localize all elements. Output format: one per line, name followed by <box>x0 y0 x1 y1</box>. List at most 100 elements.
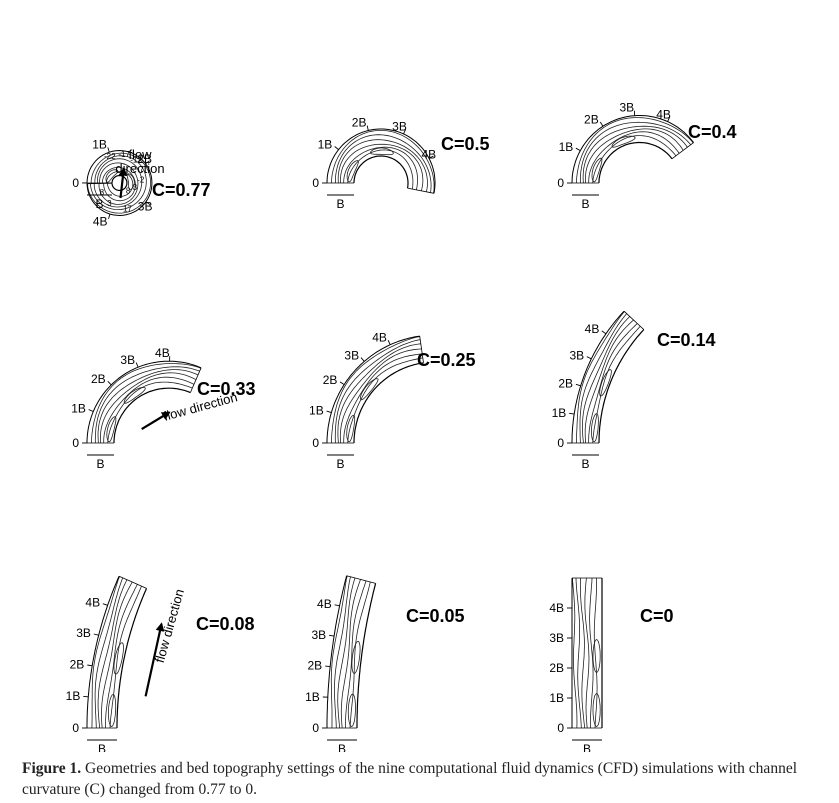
curvature-label: C=0.77 <box>152 180 211 200</box>
bed-contour-line <box>588 131 680 183</box>
bed-contour-line <box>580 121 692 183</box>
inner-bank <box>356 583 377 728</box>
length-tick <box>569 412 575 415</box>
bed-contour-line <box>87 152 152 214</box>
length-tick-label: 2B <box>91 372 106 386</box>
bed-contour-line <box>337 343 421 444</box>
width-scale-label: B <box>336 197 344 211</box>
length-tick <box>329 634 335 637</box>
bed-contour-patch <box>105 169 119 183</box>
length-tick <box>107 380 112 386</box>
width-scale-label: B <box>96 457 104 471</box>
curvature-label: C=0.14 <box>657 330 716 350</box>
bed-contour-line <box>107 381 193 444</box>
bed-contour-line <box>330 575 348 729</box>
width-scale-label: B <box>581 197 589 211</box>
outer-bank <box>326 335 420 443</box>
curvature-panel: 0 1B 2B 3B 4B B C=0.4 <box>557 101 736 211</box>
length-tick <box>102 603 108 606</box>
inner-bank <box>598 141 673 183</box>
bed-contour-line <box>331 336 420 444</box>
length-tick <box>145 160 150 165</box>
width-scale-label: B <box>98 742 106 752</box>
bed-contour-patch <box>591 157 603 183</box>
bed-contour-line <box>579 313 628 444</box>
outer-bank <box>571 310 625 443</box>
bed-contour-line <box>109 585 142 729</box>
length-tick-label: 0 <box>312 721 319 735</box>
bed-contour-line <box>102 167 136 202</box>
bed-contour-line <box>592 135 677 184</box>
length-tick-label: 0 <box>72 176 79 190</box>
curvature-panel: 0 1B 2B 3B 4B B C=0 <box>549 577 674 756</box>
length-tick-label: 2B <box>308 659 323 673</box>
bed-contour-line <box>347 357 423 444</box>
length-tick <box>339 381 345 385</box>
outlet-line <box>419 336 424 363</box>
length-tick <box>575 383 581 387</box>
curvature-label: C=0.4 <box>688 122 737 142</box>
length-tick <box>87 664 93 667</box>
length-tick-label: 1B <box>552 406 567 420</box>
outer-bank <box>326 575 348 728</box>
length-tick <box>145 201 151 206</box>
inner-bank <box>116 588 148 728</box>
outlet-line <box>407 187 435 194</box>
length-tick-label: 1B <box>549 691 564 705</box>
length-tick-label: 0 <box>72 436 79 450</box>
bed-contour-line <box>343 146 418 190</box>
length-tick <box>334 604 340 607</box>
length-tick <box>366 125 369 131</box>
outlet-line <box>190 367 202 393</box>
outer-bank <box>326 128 436 194</box>
length-tick-label: 3B <box>311 628 326 642</box>
length-tick-label: 4B <box>85 596 100 610</box>
figure-area: 0 1B 2B 3B 4B B C=0.77 flow direction -22 -17 -12 -7… <box>66 101 737 756</box>
length-tick <box>108 213 111 219</box>
bed-contour-line <box>576 117 694 184</box>
length-tick <box>325 665 331 668</box>
outlet-line <box>623 310 645 330</box>
contour-value-label: 3 <box>133 183 138 192</box>
length-tick-label: 1B <box>309 403 324 417</box>
length-tick-label: 2B <box>549 661 564 675</box>
outer-bank <box>86 149 153 217</box>
curvature-panel: 0 1B 2B 3B 4B B C=0.08 flow direction <box>66 575 255 756</box>
length-tick-label: 2B <box>323 373 338 387</box>
bed-contour-line <box>93 158 143 208</box>
curvature-label: C=0.5 <box>441 134 490 154</box>
bed-contour-line <box>340 143 424 191</box>
length-tick-label: 2B <box>70 657 85 671</box>
width-scale-label: B <box>338 742 346 752</box>
bed-contour-line <box>91 363 202 444</box>
length-tick-label: 4B <box>421 148 436 162</box>
outer-bank <box>86 360 202 443</box>
length-tick <box>93 633 99 636</box>
bed-contour-patch <box>599 369 612 397</box>
length-tick-label: 0 <box>72 721 79 735</box>
bed-contour-line <box>331 130 435 194</box>
length-tick <box>586 356 592 360</box>
bed-contour-line <box>572 578 578 728</box>
length-tick-label: 1B <box>92 138 107 152</box>
contour-value-label: -17 <box>118 150 130 159</box>
curvature-panel: 0 1B 2B 3B 4B B C=0.05 <box>305 575 465 756</box>
bed-contour-line <box>334 339 421 444</box>
figure-caption: Figure 1. Geometries and bed topography … <box>22 758 830 800</box>
bed-contour-line <box>345 580 367 728</box>
bed-contour-patch <box>611 135 636 148</box>
bed-contour-line <box>592 325 641 444</box>
length-tick-label: 0 <box>557 436 564 450</box>
bed-contour-patch <box>351 640 361 674</box>
contour-value-label: 3 <box>107 199 112 208</box>
length-tick-label: 4B <box>372 330 387 344</box>
width-scale-label: B <box>95 197 103 211</box>
length-tick-label: 3B <box>392 120 407 134</box>
length-tick-label: 0 <box>312 436 319 450</box>
length-tick <box>599 121 604 127</box>
inner-bank <box>353 362 424 443</box>
contour-value-label: -17 <box>120 205 132 214</box>
length-tick-label: 1B <box>305 690 320 704</box>
outlet-line <box>346 575 376 584</box>
